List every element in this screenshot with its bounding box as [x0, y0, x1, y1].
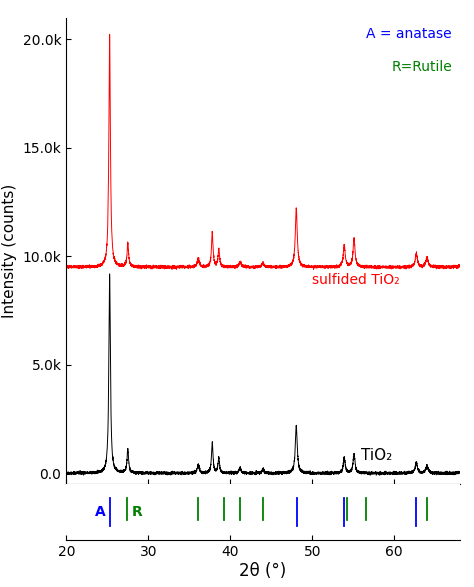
- Text: R: R: [132, 505, 143, 519]
- Text: A = anatase: A = anatase: [366, 27, 452, 41]
- Text: TiO₂: TiO₂: [361, 448, 392, 463]
- Text: A: A: [95, 505, 106, 519]
- Text: R=Rutile: R=Rutile: [391, 60, 452, 73]
- Text: sulfided TiO₂: sulfided TiO₂: [312, 274, 400, 288]
- X-axis label: 2θ (°): 2θ (°): [239, 562, 287, 580]
- Y-axis label: Intensity (counts): Intensity (counts): [2, 184, 17, 318]
